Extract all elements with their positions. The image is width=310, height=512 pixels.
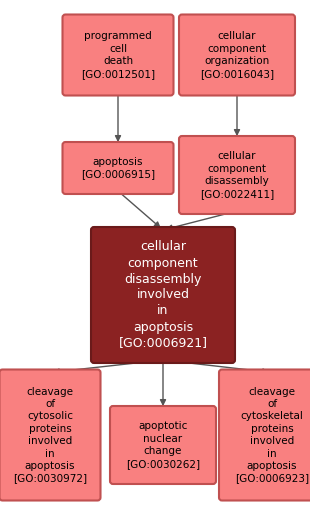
Text: cleavage
of
cytosolic
proteins
involved
in
apoptosis
[GO:0030972]: cleavage of cytosolic proteins involved … — [13, 387, 87, 483]
FancyBboxPatch shape — [91, 227, 235, 363]
Text: apoptotic
nuclear
change
[GO:0030262]: apoptotic nuclear change [GO:0030262] — [126, 421, 200, 468]
Text: cellular
component
disassembly
involved
in
apoptosis
[GO:0006921]: cellular component disassembly involved … — [118, 241, 207, 350]
Text: programmed
cell
death
[GO:0012501]: programmed cell death [GO:0012501] — [81, 31, 155, 79]
Text: cleavage
of
cytoskeletal
proteins
involved
in
apoptosis
[GO:0006923]: cleavage of cytoskeletal proteins involv… — [235, 387, 309, 483]
FancyBboxPatch shape — [63, 14, 174, 96]
Text: cellular
component
organization
[GO:0016043]: cellular component organization [GO:0016… — [200, 31, 274, 79]
Text: apoptosis
[GO:0006915]: apoptosis [GO:0006915] — [81, 157, 155, 179]
FancyBboxPatch shape — [179, 136, 295, 214]
FancyBboxPatch shape — [219, 370, 310, 501]
FancyBboxPatch shape — [63, 142, 174, 194]
FancyBboxPatch shape — [110, 406, 216, 484]
FancyBboxPatch shape — [0, 370, 100, 501]
Text: cellular
component
disassembly
[GO:0022411]: cellular component disassembly [GO:00224… — [200, 152, 274, 199]
FancyBboxPatch shape — [179, 14, 295, 96]
